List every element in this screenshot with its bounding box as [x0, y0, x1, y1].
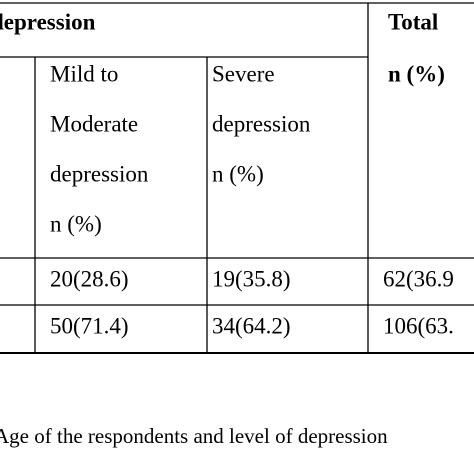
- column-header: Moderate: [50, 111, 138, 136]
- column-header: n (%): [212, 161, 264, 186]
- column-header: depression: [50, 161, 149, 186]
- cell: 62(36.9: [383, 266, 454, 291]
- group-header: depression: [0, 9, 96, 34]
- column-header: depression: [212, 111, 311, 136]
- column-header: n (%): [50, 211, 102, 236]
- caption: Age of the respondents and level of depr…: [0, 424, 388, 448]
- total-header: Total: [388, 9, 438, 34]
- cell: 34(64.2): [212, 313, 291, 338]
- cell: 50(71.4): [50, 313, 129, 338]
- column-header: Mild to: [50, 61, 118, 86]
- cell: 19(35.8): [212, 266, 291, 291]
- cell: 106(63.: [383, 313, 454, 338]
- total-header: n (%): [388, 61, 445, 86]
- column-header: Severe: [212, 61, 275, 86]
- cell: 20(28.6): [50, 266, 129, 291]
